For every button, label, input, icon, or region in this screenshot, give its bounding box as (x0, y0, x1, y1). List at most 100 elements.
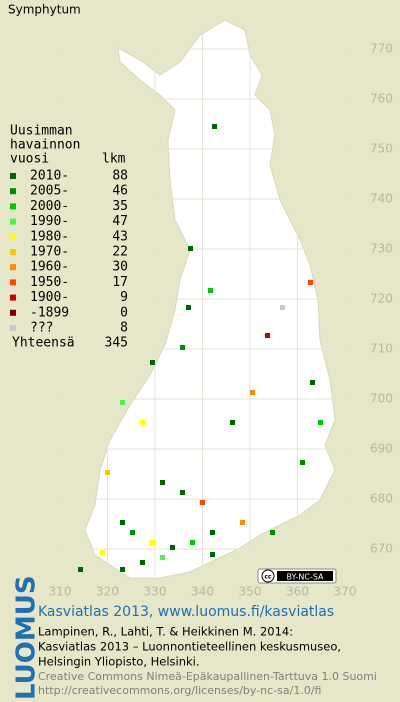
square (188, 246, 193, 251)
square (160, 480, 165, 485)
legend-count: 35 (112, 199, 128, 214)
x-tick-label: 360 (286, 585, 309, 599)
legend-count: 88 (112, 169, 128, 184)
legend-count: 8 (120, 321, 128, 336)
legend-label: 2010- (30, 169, 69, 184)
y-tick-label: 740 (370, 192, 393, 206)
square (270, 530, 275, 535)
citation-line: Helsingin Yliopisto, Helsinki. (38, 655, 200, 669)
legend-swatch (10, 233, 16, 240)
legend-label: 2005- (30, 184, 69, 199)
legend-label: 1900- (30, 290, 69, 305)
square (300, 460, 305, 465)
legend-heading: havainnon (10, 138, 80, 153)
square (120, 400, 125, 405)
x-tick-label: 310 (49, 585, 72, 599)
square (230, 420, 235, 425)
x-tick-label: 370 (334, 585, 357, 599)
square (150, 360, 155, 365)
square (120, 567, 125, 572)
logo: LUOMUS (12, 575, 42, 700)
square (280, 305, 285, 310)
license-line: http://creativecommons.org/licenses/by-n… (38, 684, 321, 697)
cc-icon (261, 569, 275, 583)
y-tick-label: 670 (370, 542, 393, 556)
legend-count: 43 (112, 229, 128, 244)
y-tick-label: 700 (370, 392, 393, 406)
legend-swatch (10, 203, 16, 210)
square (250, 390, 255, 395)
legend-label: 2000- (30, 199, 69, 214)
legend-label: 1980- (30, 229, 69, 244)
y-tick-label: 680 (370, 492, 393, 506)
legend-swatch (10, 279, 16, 286)
y-tick-label: 770 (370, 42, 393, 56)
square (150, 540, 155, 545)
occurrence-squares (78, 124, 323, 572)
credits: Kasviatlas 2013, www.luomus.fi/kasviatla… (38, 604, 377, 697)
square (208, 288, 213, 293)
x-tick-label: 320 (96, 585, 119, 599)
legend-label: 1960- (30, 260, 69, 275)
y-tick-label: 750 (370, 142, 393, 156)
x-tick-label: 350 (239, 585, 262, 599)
square (210, 552, 215, 557)
legend-count: 17 (112, 275, 128, 290)
legend-swatch (10, 249, 16, 255)
legend-swatch (10, 309, 16, 316)
legend-swatch (10, 325, 16, 331)
y-tick-label: 690 (370, 442, 393, 456)
square (310, 380, 315, 385)
credits-heading: Kasviatlas 2013, www.luomus.fi/kasviatla… (38, 604, 334, 620)
legend-swatch (10, 264, 16, 271)
square (308, 280, 313, 285)
legend-count: 46 (112, 184, 128, 199)
square (180, 490, 185, 495)
y-tick-label: 730 (370, 242, 393, 256)
x-tick-label: 330 (144, 585, 167, 599)
y-tick-label: 710 (370, 342, 393, 356)
square (318, 420, 323, 425)
square (180, 345, 185, 350)
legend-count: 47 (112, 214, 128, 229)
grid: 670 680 690 700 710 720 730 740 750 760 770 310 320 3… (49, 30, 393, 599)
license-line: Creative Commons Nimeä-Epäkaupallinen-Ta… (38, 670, 377, 683)
legend-swatch (10, 294, 16, 301)
legend-label: 1990- (30, 214, 69, 229)
citation-line: Lampinen, R., Lahti, T. & Heikkinen M. 2… (38, 625, 293, 639)
legend-count: 9 (120, 290, 128, 305)
legend-heading: vuosi (10, 152, 49, 167)
square (100, 550, 105, 555)
square (78, 567, 83, 572)
legend-swatch (10, 173, 16, 179)
square (186, 305, 191, 310)
total-count: 345 (105, 336, 128, 351)
cc-icon-text: cc (264, 574, 272, 581)
legend-swatch (10, 218, 16, 225)
citation-line: Kasviatlas 2013 – Luonnontieteellinen ke… (38, 640, 341, 654)
square (140, 560, 145, 565)
square (130, 530, 135, 535)
map-title: Symphytum (8, 3, 81, 17)
square (240, 520, 245, 525)
square (170, 545, 175, 550)
legend-swatch (10, 188, 16, 195)
legend-label: 1970- (30, 245, 69, 260)
square (160, 555, 165, 560)
square (190, 540, 195, 545)
square (140, 420, 145, 425)
legend-count-heading: lkm (102, 152, 126, 167)
legend-label: -1899 (30, 305, 69, 320)
x-tick-label: 340 (191, 585, 214, 599)
y-tick-label: 760 (370, 92, 393, 106)
square (120, 520, 125, 525)
legend-count: 0 (120, 305, 128, 320)
legend-count: 30 (112, 260, 128, 275)
badge-text: BY-NC-SA (286, 573, 324, 582)
y-tick-label: 720 (370, 292, 393, 306)
legend-label: 1950- (30, 275, 69, 290)
legend-heading: Uusimman (10, 124, 73, 139)
